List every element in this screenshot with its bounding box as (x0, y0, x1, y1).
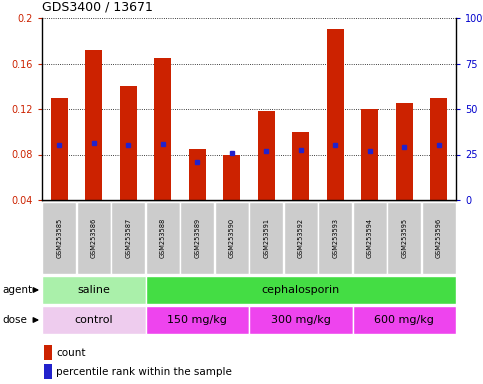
Text: 150 mg/kg: 150 mg/kg (167, 315, 227, 325)
Bar (327, 29, 344, 200)
Bar (292, 132, 310, 200)
Bar (353, 306, 456, 334)
Bar (284, 202, 318, 273)
Text: GSM253592: GSM253592 (298, 217, 304, 258)
Bar (154, 58, 171, 200)
Bar (146, 202, 180, 273)
Text: GSM253586: GSM253586 (91, 217, 97, 258)
Text: cephalosporin: cephalosporin (262, 285, 340, 295)
Bar (361, 109, 378, 200)
Text: control: control (74, 315, 113, 325)
Bar (112, 202, 145, 273)
Bar (318, 202, 352, 273)
Bar (42, 276, 145, 305)
Text: dose: dose (2, 315, 27, 325)
Bar (120, 86, 137, 200)
Text: percentile rank within the sample: percentile rank within the sample (56, 367, 232, 377)
Text: GSM253596: GSM253596 (436, 217, 442, 258)
Bar (85, 50, 102, 200)
Bar (77, 202, 111, 273)
Text: GSM253595: GSM253595 (401, 217, 407, 258)
Text: saline: saline (77, 285, 110, 295)
Text: GSM253594: GSM253594 (367, 217, 373, 258)
Bar (249, 306, 353, 334)
Text: GDS3400 / 13671: GDS3400 / 13671 (42, 0, 153, 13)
Bar (43, 202, 76, 273)
Bar (257, 111, 275, 200)
Bar (223, 154, 241, 200)
Bar (422, 202, 455, 273)
Text: GSM253585: GSM253585 (56, 217, 62, 258)
Text: 600 mg/kg: 600 mg/kg (374, 315, 434, 325)
Bar (42, 306, 145, 334)
Text: GSM253593: GSM253593 (332, 217, 338, 258)
Text: GSM253591: GSM253591 (263, 217, 269, 258)
Text: GSM253589: GSM253589 (194, 217, 200, 258)
Bar (189, 149, 206, 200)
Bar (387, 202, 421, 273)
Bar (396, 103, 413, 200)
Bar (44, 345, 52, 360)
Bar (51, 98, 68, 200)
Text: count: count (56, 348, 85, 358)
Bar (145, 306, 249, 334)
Bar (180, 202, 214, 273)
Bar (249, 202, 283, 273)
Text: 300 mg/kg: 300 mg/kg (271, 315, 331, 325)
Text: GSM253588: GSM253588 (160, 217, 166, 258)
Text: agent: agent (2, 285, 32, 295)
Bar (44, 364, 52, 379)
Text: GSM253587: GSM253587 (125, 217, 131, 258)
Bar (353, 202, 387, 273)
Bar (215, 202, 249, 273)
Bar (145, 276, 456, 305)
Bar (430, 98, 447, 200)
Text: GSM253590: GSM253590 (229, 217, 235, 258)
